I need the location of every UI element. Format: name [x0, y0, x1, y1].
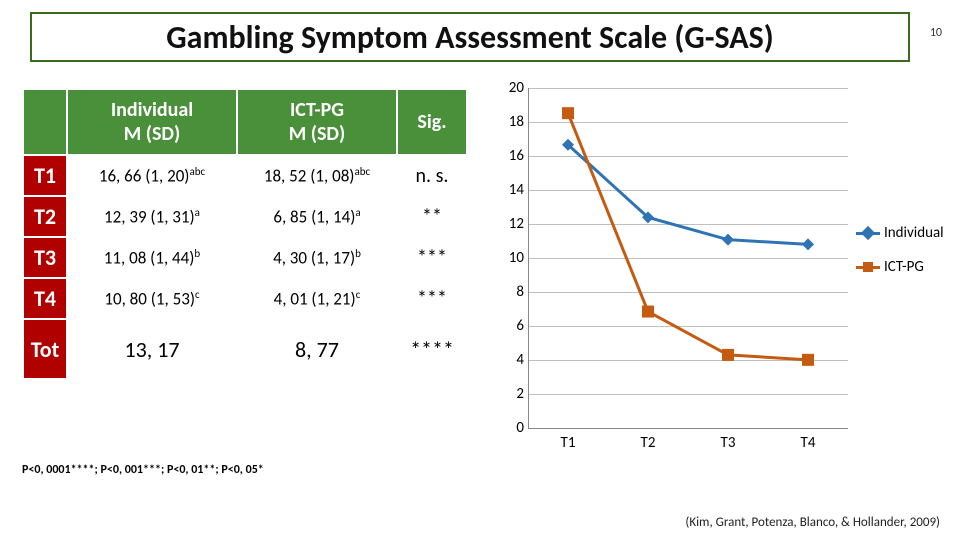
series-marker [802, 354, 814, 366]
cell-sig: **** [397, 319, 467, 379]
cell-ictpg: 18, 52 (1, 08)abc [237, 155, 397, 196]
row-header: T1 [23, 155, 67, 196]
slide-title: Gambling Symptom Assessment Scale (G-SAS… [166, 18, 773, 57]
cell-individual: 11, 08 (1, 44)b [67, 237, 237, 278]
chart-plot [528, 88, 848, 428]
th-ictpg: ICT-PG M (SD) [237, 89, 397, 155]
legend-label: Individual [884, 224, 944, 242]
y-tick-label: 10 [490, 249, 524, 267]
series-line [568, 113, 808, 360]
y-tick-label: 20 [490, 79, 524, 97]
th-blank [23, 89, 67, 155]
series-marker [562, 107, 574, 119]
y-tick-label: 14 [490, 181, 524, 199]
x-tick-label: T4 [768, 434, 848, 452]
cell-sig: *** [397, 237, 467, 278]
slide-title-box: Gambling Symptom Assessment Scale (G-SAS… [30, 12, 910, 62]
legend-item: ICT-PG [856, 258, 944, 276]
series-marker [722, 349, 734, 361]
cell-ictpg: 4, 01 (1, 21)c [237, 278, 397, 319]
series-marker [802, 238, 814, 250]
legend-item: Individual [856, 224, 944, 242]
cell-ictpg: 8, 77 [237, 319, 397, 379]
y-tick-label: 16 [490, 147, 524, 165]
row-header: T3 [23, 237, 67, 278]
th-individual: Individual M (SD) [67, 89, 237, 155]
data-table: Individual M (SD) ICT-PG M (SD) Sig. T11… [22, 88, 466, 380]
series-marker [722, 234, 734, 246]
y-tick-label: 8 [490, 283, 524, 301]
cell-sig: ** [397, 196, 467, 237]
th-sig: Sig. [397, 89, 467, 155]
cell-sig: n. s. [397, 155, 467, 196]
y-tick-label: 6 [490, 317, 524, 335]
cell-individual: 10, 80 (1, 53)c [67, 278, 237, 319]
x-tick-label: T3 [688, 434, 768, 452]
series-line [568, 145, 808, 245]
x-axis [528, 428, 848, 429]
y-tick-label: 12 [490, 215, 524, 233]
legend-label: ICT-PG [884, 258, 924, 276]
x-tick-label: T1 [528, 434, 608, 452]
cell-ictpg: 4, 30 (1, 17)b [237, 237, 397, 278]
cell-individual: 13, 17 [67, 319, 237, 379]
row-header: T4 [23, 278, 67, 319]
row-header: T2 [23, 196, 67, 237]
series-marker [642, 306, 654, 318]
y-tick-label: 18 [490, 113, 524, 131]
cell-ictpg: 6, 85 (1, 14)a [237, 196, 397, 237]
citation: (Kim, Grant, Potenza, Blanco, & Hollande… [685, 515, 940, 530]
chart-legend: Individual ICT-PG [856, 224, 944, 292]
cell-individual: 12, 39 (1, 31)a [67, 196, 237, 237]
x-tick-label: T2 [608, 434, 688, 452]
cell-individual: 16, 66 (1, 20)abc [67, 155, 237, 196]
pvalue-note: P<0, 0001****; P<0, 001***; P<0, 01**; P… [22, 463, 264, 477]
line-chart: 02468101214161820 T1T2T3T4 IndividualICT… [490, 88, 940, 448]
y-tick-label: 2 [490, 385, 524, 403]
row-header: Tot [23, 319, 67, 379]
page-number: 10 [930, 26, 942, 40]
cell-sig: *** [397, 278, 467, 319]
y-tick-label: 4 [490, 351, 524, 369]
y-tick-label: 0 [490, 419, 524, 437]
